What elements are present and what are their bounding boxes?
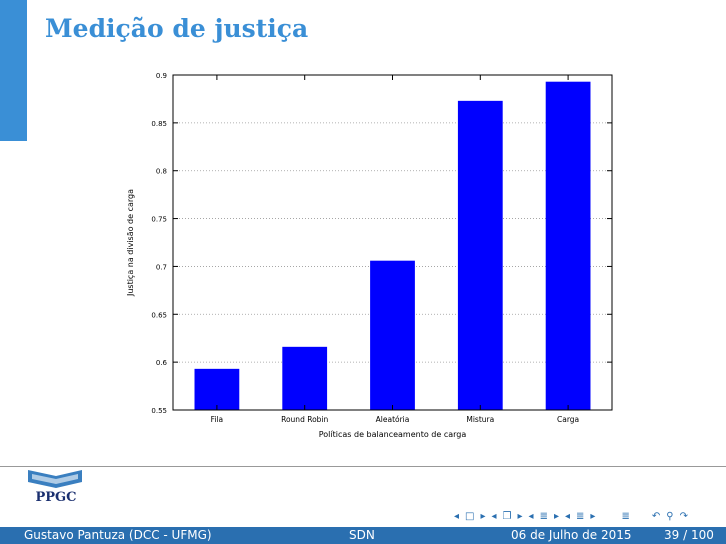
y-tick-label: 0.75: [151, 216, 167, 224]
footer-page-number: 39 / 100: [664, 528, 714, 542]
y-tick-label: 0.8: [156, 168, 167, 176]
x-tick-label: Round Robin: [281, 415, 328, 424]
logo-text: PPGC: [36, 490, 77, 504]
footer-divider: [0, 466, 726, 467]
y-tick-label: 0.6: [156, 359, 168, 367]
next-subsection-icon[interactable]: ▸: [517, 510, 523, 522]
y-tick-label: 0.55: [151, 407, 167, 415]
logo-emblem-highlight: [32, 474, 78, 484]
y-tick-label: 0.65: [151, 311, 167, 319]
slide-title: Medição de justiça: [45, 14, 309, 43]
x-tick-label: Carga: [557, 415, 579, 424]
prev-frame-icon[interactable]: ◂: [454, 510, 460, 522]
appendix-icon[interactable]: ≣: [621, 510, 630, 522]
x-tick-label: Fila: [211, 415, 224, 424]
y-axis-label: Justiça na divisão de carga: [126, 189, 135, 297]
footer-bar: Gustavo Pantuza (DCC - UFMG) SDN 06 de J…: [0, 527, 726, 544]
footer-topic: SDN: [349, 528, 375, 542]
bar-chart: 0.55 0.6 0.65 0.7 0.75 0.8 0.85 0.9 Fila Round Ro…: [126, 72, 613, 439]
next-section-icon[interactable]: ▸: [553, 510, 559, 522]
redo-icon[interactable]: ↷: [679, 510, 688, 522]
section-icon[interactable]: ≣: [539, 510, 548, 522]
bar-2: [282, 346, 328, 410]
x-axis-label: Políticas de balanceamento de carga: [319, 430, 467, 439]
footer-date: 06 de Julho de 2015: [511, 528, 632, 542]
next-frame-icon[interactable]: ▸: [480, 510, 486, 522]
prev-subsection-icon[interactable]: ◂: [491, 510, 497, 522]
side-accent-bar: [0, 0, 27, 141]
y-tick-label: 0.85: [151, 120, 167, 128]
bar-1: [194, 368, 240, 410]
subsection-icon[interactable]: ❐: [502, 510, 512, 522]
search-icon[interactable]: ⚲: [666, 510, 674, 522]
x-tick-label: Aleatória: [376, 415, 410, 424]
y-tick-label: 0.9: [156, 72, 167, 80]
prev-section-icon[interactable]: ◂: [528, 510, 534, 522]
y-tick-label: 0.7: [156, 263, 167, 271]
footer-author: Gustavo Pantuza (DCC - UFMG): [24, 528, 212, 542]
prev-slide-icon[interactable]: ◂: [565, 510, 571, 522]
bar-4: [457, 100, 503, 410]
frame-icon[interactable]: □: [465, 510, 475, 522]
bar-5: [545, 81, 591, 410]
undo-icon[interactable]: ↶: [651, 510, 661, 522]
plot-frame: [172, 74, 613, 411]
beamer-navigation: ◂ □ ▸ ◂ ❐ ▸ ◂ ≣ ▸ ◂ ≣ ▸ ≣ ↶ ⚲ ↷: [454, 509, 688, 523]
slide-icon[interactable]: ≣: [576, 510, 585, 522]
bar-3: [370, 260, 415, 410]
x-tick-label: Mistura: [466, 415, 494, 424]
next-slide-icon[interactable]: ▸: [590, 510, 596, 522]
ppgc-logo: PPGC: [28, 470, 82, 504]
